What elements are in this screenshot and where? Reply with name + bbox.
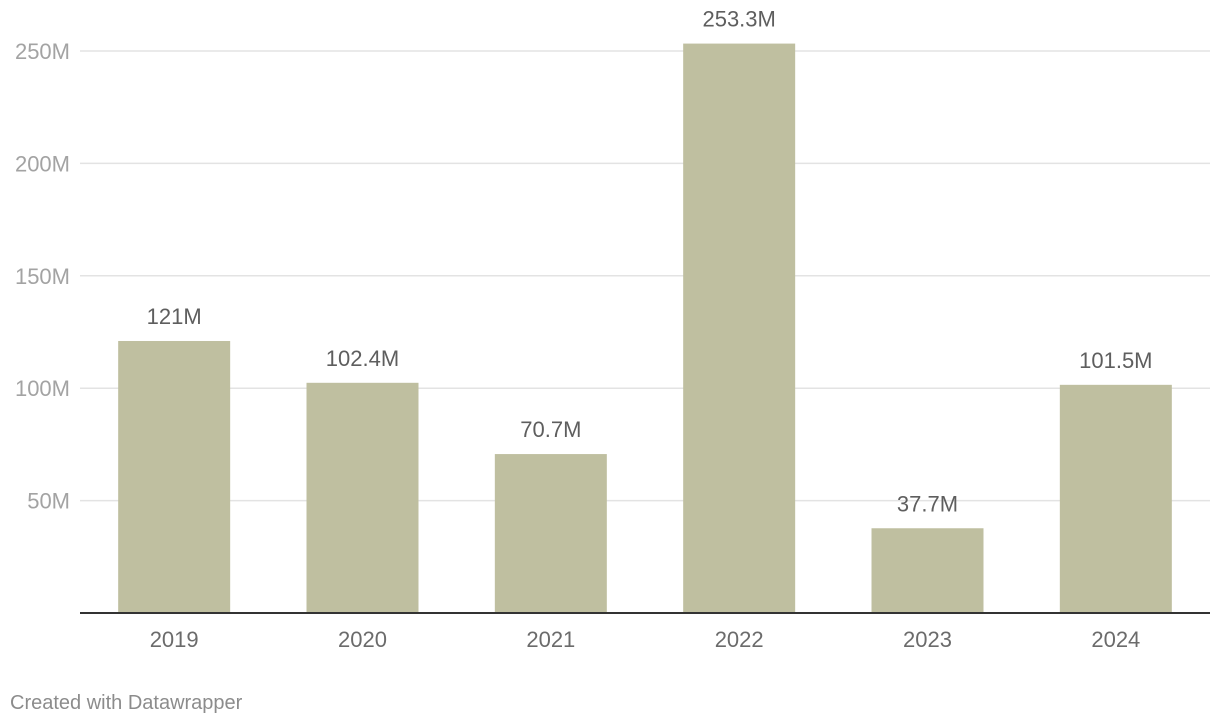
y-tick-label: 250M xyxy=(15,39,70,64)
y-tick-label: 150M xyxy=(15,264,70,289)
x-tick-label: 2022 xyxy=(715,627,764,652)
value-label: 121M xyxy=(147,304,202,329)
bar-chart: 50M 100M 150M 200M 250M 121M 2019 102.4M 2020 70.… xyxy=(15,7,1210,652)
bar-2020 xyxy=(306,382,419,613)
value-label: 102.4M xyxy=(326,346,399,371)
bar-2023 xyxy=(871,528,984,613)
y-tick-label: 200M xyxy=(15,151,70,176)
value-label: 101.5M xyxy=(1079,348,1152,373)
credit-text: Created with Datawrapper xyxy=(10,692,243,714)
x-tick-label: 2024 xyxy=(1091,627,1140,652)
bar-2024 xyxy=(1059,384,1172,613)
y-tick-label: 50M xyxy=(27,489,70,514)
x-tick-label: 2023 xyxy=(903,627,952,652)
x-tick-label: 2021 xyxy=(526,627,575,652)
value-label: 70.7M xyxy=(520,417,581,442)
x-tick-label: 2020 xyxy=(338,627,387,652)
value-label: 253.3M xyxy=(702,7,775,32)
y-tick-label: 100M xyxy=(15,376,70,401)
x-tick-label: 2019 xyxy=(150,627,199,652)
bar-2021 xyxy=(494,454,607,613)
value-label: 37.7M xyxy=(897,491,958,516)
bar-2019 xyxy=(118,340,231,613)
bar-2022 xyxy=(683,43,796,613)
